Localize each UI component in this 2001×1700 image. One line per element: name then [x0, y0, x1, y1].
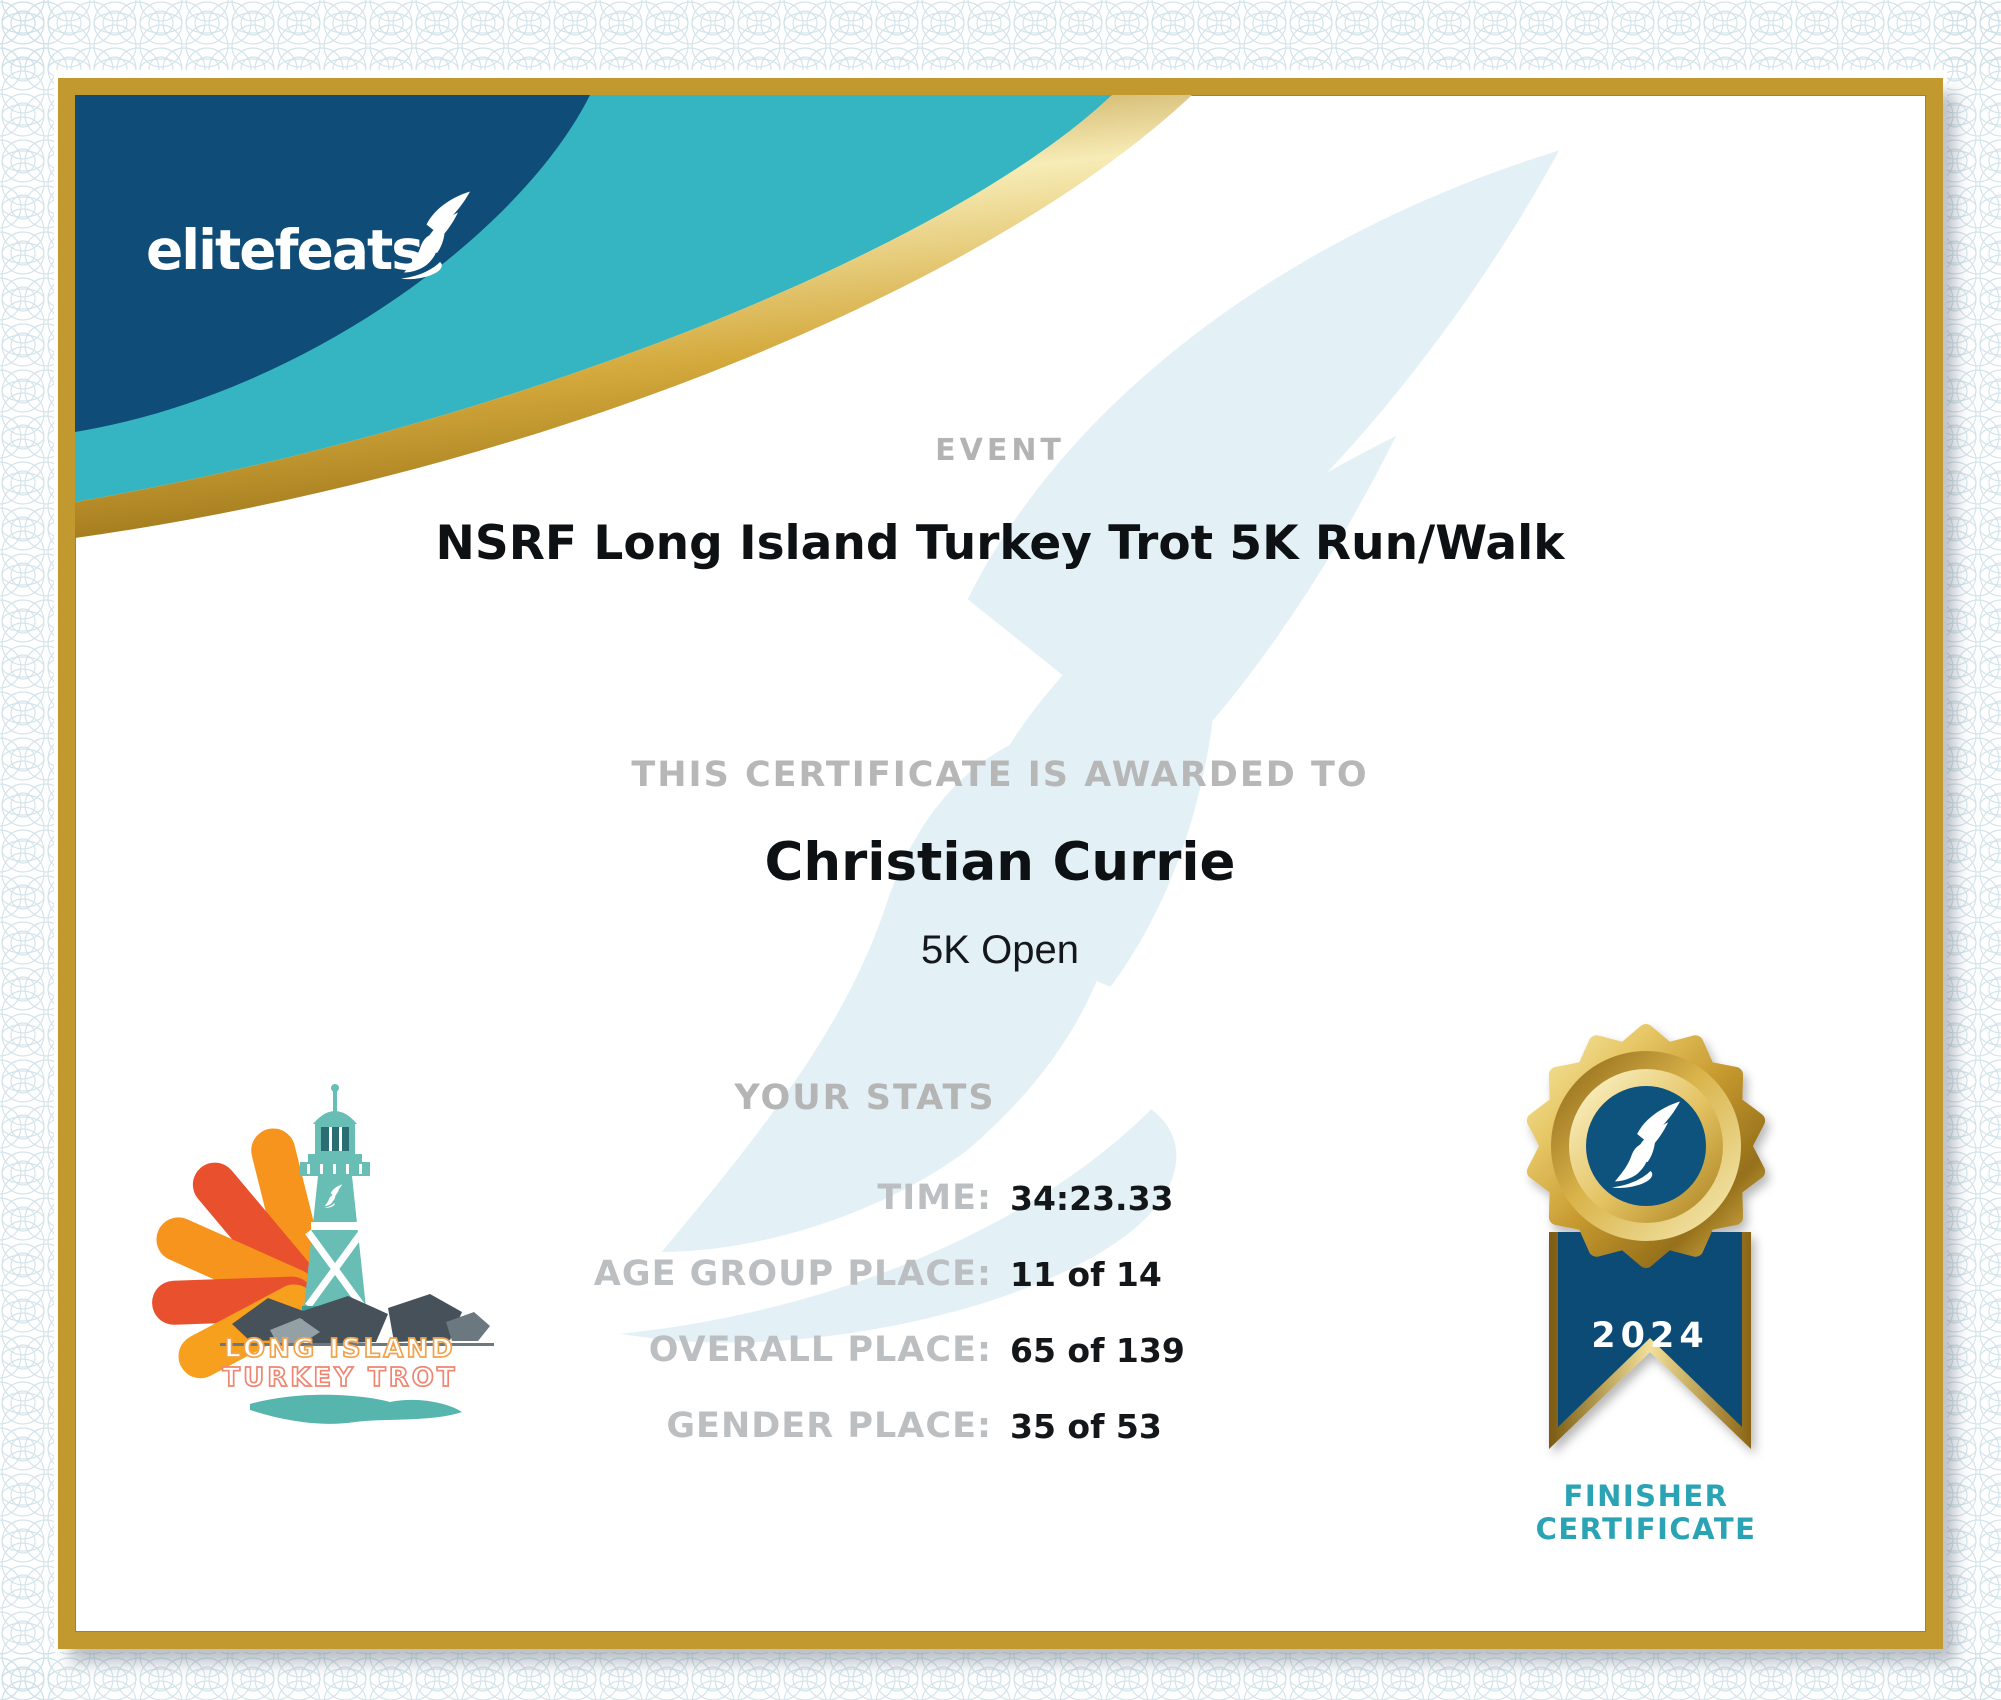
header-navy-wave [75, 95, 590, 432]
stat-value: 35 of 53 [1010, 1406, 1162, 1446]
stat-label: GENDER PLACE: [666, 1406, 992, 1446]
medal-caption-line2: CERTIFICATE [1535, 1512, 1757, 1546]
rocks [220, 1294, 494, 1346]
stat-row-gender-place: GENDER PLACE: 35 of 53 [452, 1388, 1170, 1464]
turkey-logo-line2: TURKEY TROT [222, 1363, 457, 1393]
stat-value: 11 of 14 [1010, 1254, 1162, 1294]
header-gold-ribbon [75, 95, 1192, 538]
finisher-medal [1526, 1024, 1766, 1449]
division-name: 5K Open [921, 928, 1079, 972]
lighthouse-turkey-icon: LONG ISLAND TURKEY TROT [152, 1084, 494, 1424]
long-island-silhouette [250, 1394, 462, 1424]
medal-caption-line1: FINISHER [1563, 1479, 1729, 1513]
medal-ribbon [1558, 1232, 1742, 1427]
brand-logo-text: elitefeats [146, 218, 424, 282]
stats-table: TIME: 34:23.33 AGE GROUP PLACE: 11 of 14… [452, 1160, 1185, 1464]
stat-row-time: TIME: 34:23.33 [452, 1160, 1174, 1236]
stat-label: TIME: [877, 1178, 992, 1218]
awarded-heading: THIS CERTIFICATE IS AWARDED TO [631, 755, 1369, 795]
event-title: NSRF Long Island Turkey Trot 5K Run/Walk [435, 516, 1565, 571]
stat-row-age-group-place: AGE GROUP PLACE: 11 of 14 [452, 1236, 1170, 1312]
medal-caption: FINISHER CERTIFICATE [1456, 1480, 1836, 1546]
stat-value: 34:23.33 [1010, 1178, 1174, 1218]
recipient-name: Christian Currie [764, 832, 1236, 893]
stat-label: AGE GROUP PLACE: [593, 1254, 992, 1294]
stats-heading: YOUR STATS [734, 1078, 996, 1118]
stat-label: OVERALL PLACE: [648, 1330, 992, 1370]
turkey-logo-line1: LONG ISLAND [224, 1334, 455, 1364]
stat-row-overall-place: OVERALL PLACE: 65 of 139 [452, 1312, 1185, 1388]
event-label: EVENT [935, 433, 1065, 468]
lighthouse [300, 1084, 370, 1311]
medal-year: 2024 [1591, 1316, 1709, 1356]
stat-value: 65 of 139 [1010, 1330, 1185, 1370]
